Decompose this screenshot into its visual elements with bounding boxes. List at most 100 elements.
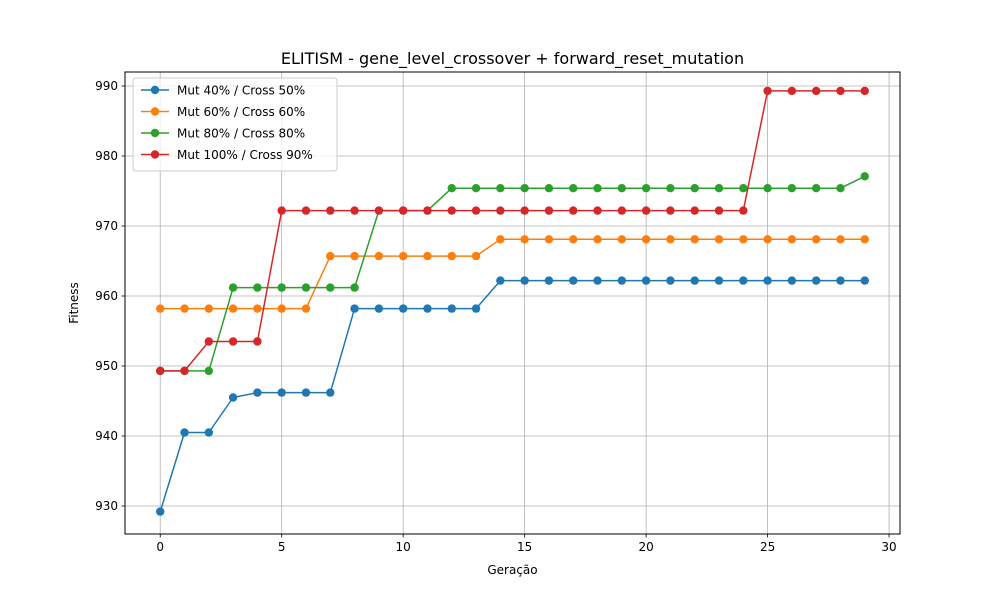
data-point: [447, 184, 456, 193]
legend-box: [132, 77, 338, 172]
data-point: [763, 184, 772, 193]
data-point: [739, 206, 748, 215]
data-point: [496, 206, 505, 215]
data-point: [520, 276, 529, 285]
data-point: [787, 276, 797, 285]
data-point: [350, 283, 359, 292]
data-point: [350, 206, 359, 215]
data-point: [544, 276, 554, 285]
data-point: [277, 283, 286, 292]
data-point: [180, 304, 189, 313]
data-point: [471, 184, 481, 193]
y-tick-label: 930: [95, 499, 118, 513]
data-point: [228, 283, 238, 292]
data-point: [690, 276, 699, 285]
data-point: [569, 276, 578, 285]
data-point: [544, 184, 554, 193]
chart-title: ELITISM - gene_level_crossover + forward…: [281, 49, 744, 69]
data-point: [228, 393, 238, 402]
plot-area-frame: [124, 71, 901, 535]
data-point: [617, 276, 627, 285]
data-point: [228, 304, 238, 313]
data-point: [617, 206, 627, 215]
y-tick-label: 970: [95, 219, 118, 233]
data-point: [811, 184, 821, 193]
data-point: [350, 304, 359, 313]
data-point: [787, 86, 797, 96]
y-tick-label: 960: [95, 289, 118, 303]
data-point: [860, 276, 869, 285]
data-point: [666, 276, 675, 285]
data-point: [156, 507, 165, 516]
data-point: [739, 276, 748, 285]
data-point: [593, 184, 602, 193]
data-point: [277, 304, 286, 313]
data-point: [496, 235, 505, 244]
data-point: [787, 184, 797, 193]
data-point: [277, 206, 286, 215]
legend-marker: [150, 128, 160, 138]
y-tick-label: 980: [95, 149, 118, 163]
y-tick-label: 990: [95, 79, 118, 93]
data-point: [860, 235, 869, 244]
x-tick-label: 15: [517, 540, 532, 554]
data-point: [447, 206, 456, 215]
data-point: [690, 206, 699, 215]
data-point: [423, 251, 432, 261]
data-point: [398, 304, 408, 313]
y-tick-label: 940: [95, 429, 118, 443]
legend-item: Mut 60% / Cross 60%: [141, 105, 305, 119]
data-point: [496, 184, 505, 193]
data-point: [326, 388, 335, 397]
legend-item: Mut 100% / Cross 90%: [141, 148, 313, 162]
data-point: [690, 235, 699, 244]
data-point: [326, 251, 335, 261]
data-point: [763, 86, 772, 96]
data-point: [836, 86, 845, 96]
data-point: [860, 86, 869, 96]
data-point: [641, 206, 651, 215]
legend-label: Mut 80% / Cross 80%: [177, 127, 305, 141]
data-point: [326, 283, 335, 292]
legend: Mut 40% / Cross 50% Mut 60% / Cross 60% Mu…: [132, 77, 338, 172]
series-layer: [156, 86, 869, 516]
data-point: [326, 206, 335, 215]
data-point: [811, 86, 821, 96]
data-point: [811, 235, 821, 244]
data-point: [641, 276, 651, 285]
series-1: [156, 276, 869, 516]
data-point: [350, 251, 359, 261]
data-point: [739, 235, 748, 244]
data-point: [593, 235, 602, 244]
data-point: [836, 235, 845, 244]
data-point: [544, 235, 554, 244]
data-point: [787, 235, 797, 244]
legend-label: Mut 40% / Cross 50%: [177, 84, 305, 98]
data-point: [714, 276, 724, 285]
data-point: [253, 283, 262, 292]
data-point: [593, 206, 602, 215]
data-point: [617, 235, 627, 244]
data-point: [666, 206, 675, 215]
y-axis-title: Fitness: [67, 282, 81, 324]
data-point: [423, 206, 432, 215]
x-tick-label: 20: [638, 540, 653, 554]
data-point: [496, 276, 505, 285]
data-point: [569, 206, 578, 215]
data-point: [544, 206, 554, 215]
x-tick-label: 30: [881, 540, 896, 554]
data-point: [836, 184, 845, 193]
data-point: [228, 337, 238, 346]
legend-marker: [150, 107, 160, 116]
data-point: [520, 184, 529, 193]
data-point: [714, 184, 724, 193]
data-point: [763, 276, 772, 285]
data-point: [374, 304, 384, 313]
series-4: [156, 86, 869, 376]
data-point: [204, 337, 214, 346]
data-point: [301, 388, 311, 397]
data-point: [180, 366, 189, 376]
data-point: [569, 235, 578, 244]
legend-marker: [150, 150, 160, 159]
